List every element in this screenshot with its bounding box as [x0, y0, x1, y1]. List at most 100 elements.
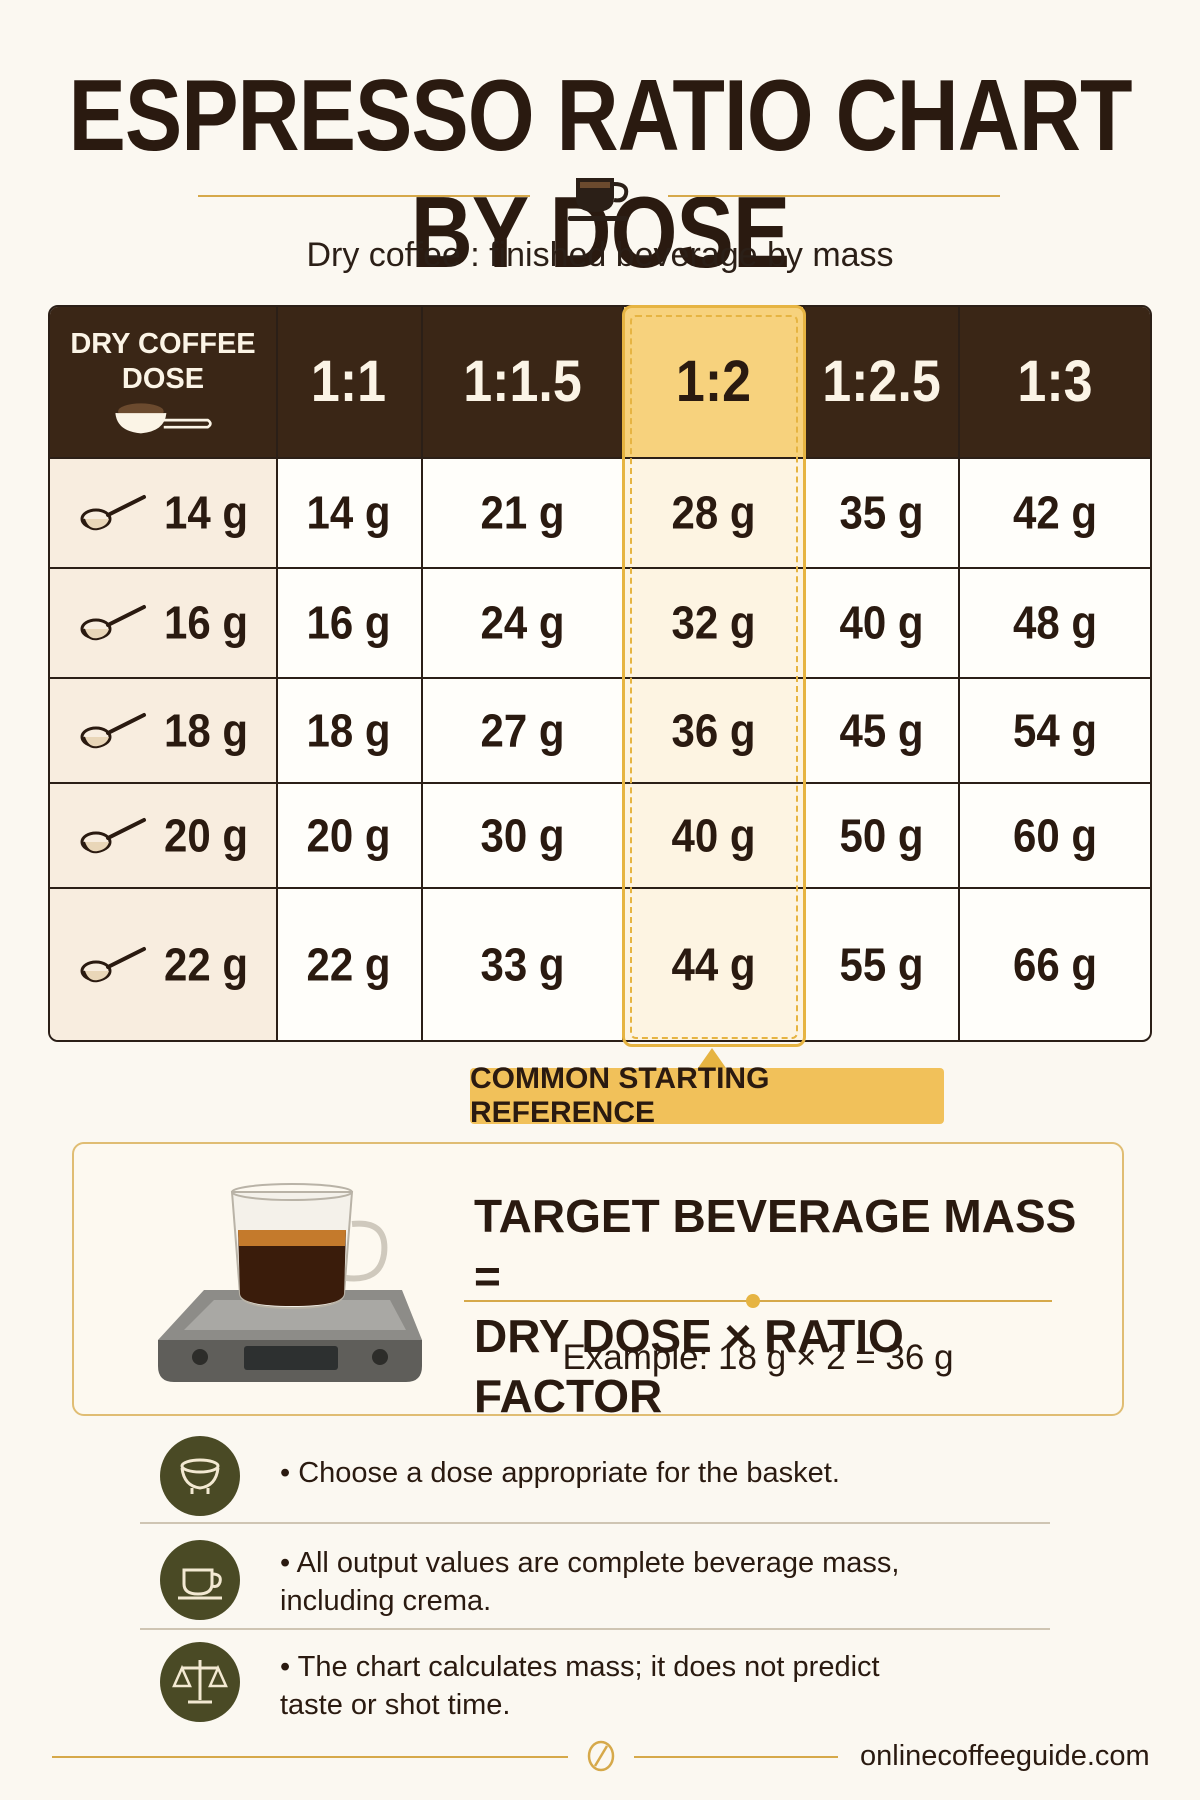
ratio-header-1-2: 1:2 [624, 307, 803, 457]
beverage-mass-cell: 54 g [960, 679, 1150, 782]
beverage-mass-cell: 44 g [624, 889, 803, 1040]
row-divider [50, 782, 1150, 784]
beverage-mass-value: 48 g [1012, 596, 1098, 649]
table-row: 18 g 18 g 27 g 36 g 45 g 54 g [50, 679, 1150, 782]
beverage-mass-cell: 48 g [960, 569, 1150, 677]
dose-cell: 20 g [50, 784, 276, 887]
coffee-bean-icon [587, 1740, 615, 1772]
beverage-mass-value: 50 g [839, 809, 924, 861]
ratio-header-label: 1:3 [1017, 349, 1093, 415]
formula-text: TARGET BEVERAGE MASS = DRY DOSE × RATIO … [474, 1186, 1094, 1426]
beverage-mass-cell: 36 g [624, 679, 803, 782]
common-reference-badge: COMMON STARTING REFERENCE [470, 1062, 944, 1129]
ratio-header-label: 1:1.5 [463, 349, 582, 415]
highlight-header-cell [624, 307, 803, 457]
table-row: 22 g 22 g 33 g 44 g 55 g 66 g [50, 889, 1150, 1040]
beverage-mass-value: 28 g [671, 486, 756, 539]
beverage-mass-value: 30 g [480, 809, 565, 861]
scoop-icon [80, 946, 146, 982]
beverage-mass-value: 32 g [671, 596, 756, 649]
formula-line-2: DRY DOSE × RATIO FACTOR [474, 1310, 904, 1422]
tip-item: • All output values are complete beverag… [140, 1530, 1050, 1630]
beverage-mass-cell: 30 g [423, 784, 622, 887]
subtitle: Dry coffee : finished beverage by mass [306, 236, 894, 274]
beverage-mass-cell: 40 g [624, 784, 803, 887]
scoop-icon [80, 817, 146, 853]
beverage-mass-value: 55 g [839, 938, 924, 990]
beverage-mass-value: 42 g [1012, 486, 1098, 539]
coffee-cup-icon [568, 178, 629, 221]
formula-line-1: TARGET BEVERAGE MASS = [474, 1190, 1077, 1302]
formula-box: TARGET BEVERAGE MASS = DRY DOSE × RATIO … [72, 1142, 1124, 1422]
ratio-header-1-3: 1:3 [960, 307, 1150, 457]
title-rule-left [198, 195, 530, 197]
beverage-mass-value: 20 g [306, 809, 391, 861]
beverage-mass-value: 16 g [306, 596, 391, 649]
portafilter-icon [160, 1436, 240, 1516]
formula-example: Example: 18 g × 2 = 36 g [562, 1338, 954, 1377]
beverage-mass-cell: 42 g [960, 459, 1150, 567]
scoop-icon [80, 605, 146, 641]
scoop-icon [80, 495, 146, 531]
balance-scale-icon [160, 1642, 240, 1722]
dose-header-label: DRY COFFEE DOSE [70, 328, 256, 395]
page-title: ESPRESSO RATIO CHART BY DOSE [68, 59, 1132, 290]
beverage-mass-value: 54 g [1012, 704, 1098, 756]
beverage-mass-cell: 21 g [423, 459, 622, 567]
beverage-mass-cell: 45 g [805, 679, 958, 782]
beverage-mass-value: 22 g [306, 938, 391, 990]
beverage-mass-cell: 20 g [276, 784, 421, 887]
tip-text: • The chart calculates mass; it does not… [280, 1651, 880, 1721]
row-divider [50, 567, 1150, 569]
tip-item: • The chart calculates mass; it does not… [140, 1638, 1050, 1738]
beverage-mass-value: 21 g [480, 486, 565, 539]
row-divider [50, 887, 1150, 889]
dose-value: 16 g [164, 596, 249, 649]
beverage-mass-value: 66 g [1012, 938, 1098, 990]
dose-value: 22 g [164, 938, 249, 990]
ratio-header-label: 1:2.5 [822, 349, 941, 415]
beverage-mass-cell: 55 g [805, 889, 958, 1040]
dose-value: 20 g [164, 809, 249, 861]
portafilter-icon [115, 403, 212, 434]
beverage-mass-cell: 22 g [276, 889, 421, 1040]
ratio-header-1-1-5: 1:1.5 [423, 307, 622, 457]
beverage-mass-value: 60 g [1012, 809, 1098, 861]
beverage-mass-cell: 60 g [960, 784, 1150, 887]
table-row: 16 g 16 g 24 g 32 g 40 g 48 g [50, 569, 1150, 677]
beverage-mass-cell: 28 g [624, 459, 803, 567]
col-divider [622, 307, 624, 1040]
beverage-mass-cell: 32 g [624, 569, 803, 677]
ratio-header-label: 1:2 [675, 349, 752, 415]
beverage-mass-cell: 18 g [276, 679, 421, 782]
col-divider [803, 307, 805, 1040]
tip-text: • Choose a dose appropriate for the bask… [280, 1457, 840, 1489]
table-row: 20 g 20 g 30 g 40 g 50 g 60 g [50, 784, 1150, 887]
ratio-header-1-1: 1:1 [276, 307, 421, 457]
tip-text: • All output values are complete beverag… [280, 1547, 900, 1617]
footer-website: onlinecoffeeguide.com [860, 1740, 1150, 1772]
table-row: 14 g 14 g 21 g 28 g 35 g 42 g [50, 459, 1150, 567]
beverage-mass-cell: 24 g [423, 569, 622, 677]
beverage-mass-value: 24 g [480, 596, 565, 649]
beverage-mass-value: 40 g [839, 596, 924, 649]
beverage-mass-cell: 66 g [960, 889, 1150, 1040]
tip-separator [140, 1522, 1050, 1524]
beverage-mass-value: 44 g [671, 938, 756, 990]
dose-value: 18 g [164, 704, 249, 756]
cup-icon [160, 1540, 240, 1620]
col-divider [276, 307, 278, 1040]
dose-column-bg [50, 457, 276, 1040]
beverage-mass-value: 40 g [671, 809, 756, 861]
highlight-column-bg [624, 457, 803, 1040]
ratio-table: DRY COFFEE DOSE 1:1 1:1.5 1:2 1:2.5 1:3 14 g… [48, 305, 1152, 1042]
dose-value: 14 g [164, 486, 249, 539]
dose-cell: 14 g [50, 459, 276, 567]
tip-item: • Choose a dose appropriate for the bask… [140, 1430, 1050, 1524]
tip-separator [140, 1628, 1050, 1630]
scoop-icon [80, 712, 146, 748]
col-divider [958, 307, 960, 1040]
beverage-mass-cell: 35 g [805, 459, 958, 567]
beverage-mass-cell: 27 g [423, 679, 622, 782]
footer-rule-left [52, 1756, 568, 1758]
